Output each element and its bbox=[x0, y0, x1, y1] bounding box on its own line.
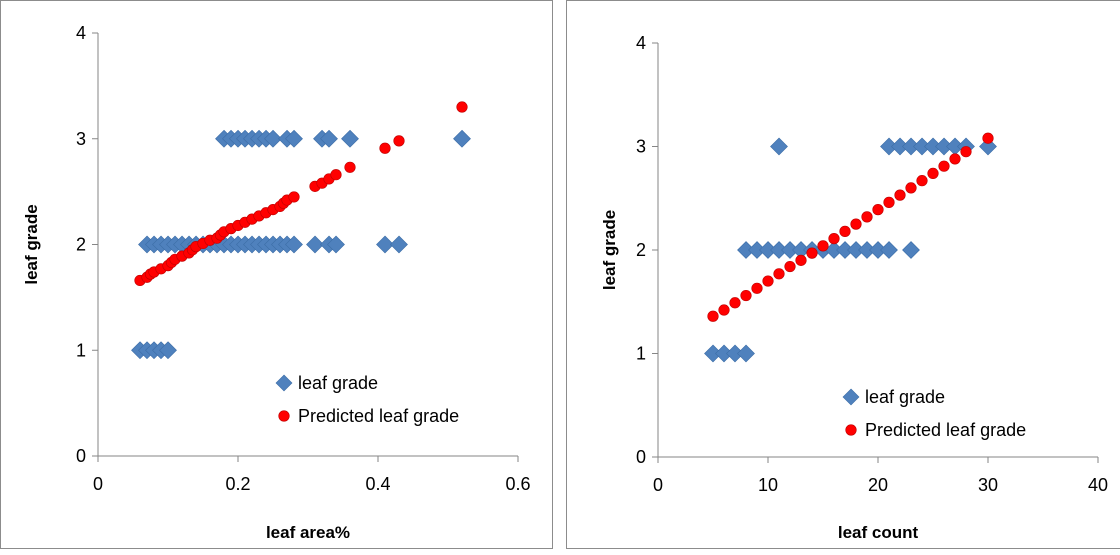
x-tick-label: 40 bbox=[1088, 475, 1108, 495]
y-tick-label: 2 bbox=[76, 235, 86, 255]
data-point-circle bbox=[718, 304, 730, 316]
data-point-circle bbox=[938, 160, 950, 172]
x-axis-title: leaf area% bbox=[266, 523, 350, 542]
legend-label: leaf grade bbox=[865, 387, 945, 407]
data-point-circle bbox=[344, 161, 356, 173]
data-point-circle bbox=[982, 132, 994, 144]
data-point-circle bbox=[806, 247, 818, 259]
x-tick-label: 0 bbox=[653, 475, 663, 495]
y-tick-label: 1 bbox=[76, 340, 86, 360]
y-tick-label: 3 bbox=[636, 137, 646, 157]
data-point-diamond bbox=[880, 241, 898, 259]
data-point-circle bbox=[905, 182, 917, 194]
legend: leaf grade Predicted leaf grade bbox=[275, 373, 459, 426]
x-tick-label: 30 bbox=[978, 475, 998, 495]
data-point-circle bbox=[456, 101, 468, 113]
data-point-diamond bbox=[979, 137, 997, 156]
legend-label: Predicted leaf grade bbox=[865, 420, 1026, 440]
data-point-diamond bbox=[306, 235, 324, 254]
data-point-circle bbox=[784, 260, 796, 273]
data-point-diamond bbox=[285, 129, 303, 148]
y-tick-label: 0 bbox=[76, 446, 86, 466]
data-point-diamond bbox=[737, 344, 755, 363]
legend-marker-circle bbox=[278, 410, 290, 422]
x-tick-label: 10 bbox=[758, 475, 778, 495]
data-point-diamond bbox=[327, 235, 345, 254]
series-leaf-grade bbox=[131, 129, 471, 360]
data-point-circle bbox=[894, 189, 906, 201]
data-point-diamond bbox=[453, 129, 471, 148]
data-point-circle bbox=[916, 175, 928, 187]
legend-marker-diamond bbox=[842, 388, 860, 406]
data-point-circle bbox=[883, 196, 895, 208]
data-point-circle bbox=[379, 142, 391, 154]
data-point-circle bbox=[861, 211, 873, 223]
legend-label: leaf grade bbox=[298, 373, 378, 393]
data-point-circle bbox=[740, 289, 752, 302]
data-point-diamond bbox=[264, 129, 282, 148]
data-point-circle bbox=[773, 268, 785, 280]
data-point-diamond bbox=[376, 235, 394, 254]
data-point-circle bbox=[795, 254, 807, 266]
data-point-circle bbox=[850, 218, 862, 230]
data-point-circle bbox=[872, 204, 884, 216]
legend-marker-circle bbox=[845, 424, 857, 436]
chart-panel-leaf-count: 0 1 2 3 4 0 10 20 30 40 leaf count leaf grade leaf g… bbox=[566, 0, 1120, 549]
data-point-circle bbox=[729, 297, 741, 309]
data-point-diamond bbox=[341, 129, 359, 148]
data-point-diamond bbox=[770, 137, 788, 156]
x-tick-label: 20 bbox=[868, 475, 888, 495]
data-point-circle bbox=[828, 233, 840, 245]
data-point-circle bbox=[817, 240, 829, 252]
data-point-circle bbox=[707, 310, 719, 322]
x-axis-title: leaf count bbox=[838, 523, 919, 542]
series-leaf-grade bbox=[704, 137, 997, 363]
data-point-diamond bbox=[159, 341, 177, 360]
series-predicted-leaf-grade bbox=[134, 101, 468, 287]
x-tick-label: 0.6 bbox=[505, 474, 530, 494]
y-tick-label: 0 bbox=[636, 447, 646, 467]
data-point-circle bbox=[949, 153, 961, 165]
y-tick-label: 3 bbox=[76, 129, 86, 149]
y-axis-title: leaf grade bbox=[22, 204, 41, 284]
y-tick-label: 4 bbox=[76, 23, 86, 43]
data-point-circle bbox=[927, 167, 939, 180]
chart-panel-leaf-area: 0 1 2 3 4 0 0.2 0.4 0.6 leaf area% leaf grade leaf … bbox=[0, 0, 553, 549]
series-predicted-leaf-grade bbox=[707, 132, 994, 322]
legend-label: Predicted leaf grade bbox=[298, 406, 459, 426]
data-point-circle bbox=[330, 169, 342, 181]
data-point-circle bbox=[288, 191, 300, 203]
data-point-diamond bbox=[390, 235, 408, 254]
x-tick-label: 0.4 bbox=[365, 474, 390, 494]
y-tick-label: 4 bbox=[636, 33, 646, 53]
data-point-circle bbox=[762, 275, 774, 287]
data-point-diamond bbox=[320, 129, 338, 148]
data-point-diamond bbox=[902, 241, 920, 259]
x-tick-label: 0 bbox=[93, 474, 103, 494]
x-tick-label: 0.2 bbox=[225, 474, 250, 494]
data-point-circle bbox=[393, 135, 405, 147]
data-point-circle bbox=[839, 225, 851, 237]
y-tick-label: 1 bbox=[636, 344, 646, 364]
data-point-diamond bbox=[285, 235, 303, 254]
legend-marker-diamond bbox=[275, 374, 293, 392]
data-point-circle bbox=[751, 282, 763, 294]
data-point-circle bbox=[960, 146, 972, 158]
y-tick-label: 2 bbox=[636, 240, 646, 260]
y-axis-title: leaf grade bbox=[600, 210, 619, 290]
legend: leaf grade Predicted leaf grade bbox=[842, 387, 1026, 440]
